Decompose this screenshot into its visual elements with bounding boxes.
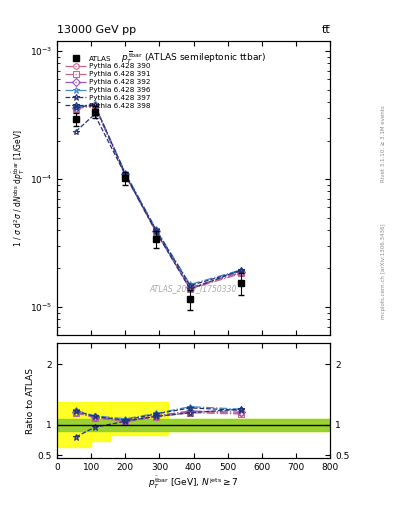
Text: 13000 GeV pp: 13000 GeV pp	[57, 25, 136, 35]
X-axis label: $p^{\rm \bar{t}bar}_T$ [GeV], $N^{\rm jets} \geq 7$: $p^{\rm \bar{t}bar}_T$ [GeV], $N^{\rm je…	[148, 475, 239, 491]
Y-axis label: 1 / $\sigma$ d$^2\sigma$ / d$N^{\rm obs}$ d$p^{\rm \bar{t}bar}_T$ [1/GeV]: 1 / $\sigma$ d$^2\sigma$ / d$N^{\rm obs}…	[11, 129, 27, 247]
Text: ATLAS_2019_I1750330: ATLAS_2019_I1750330	[150, 284, 237, 293]
Y-axis label: Ratio to ATLAS: Ratio to ATLAS	[26, 368, 35, 434]
Text: Rivet 3.1.10, ≥ 3.1M events: Rivet 3.1.10, ≥ 3.1M events	[381, 105, 386, 182]
Text: $p_T^{\,\rm\overline{t}bar}$ (ATLAS semileptonic ttbar): $p_T^{\,\rm\overline{t}bar}$ (ATLAS semi…	[121, 50, 266, 66]
Text: mcplots.cern.ch [arXiv:1306.3436]: mcplots.cern.ch [arXiv:1306.3436]	[381, 224, 386, 319]
Text: tt̅: tt̅	[321, 25, 330, 35]
Legend: ATLAS, Pythia 6.428 390, Pythia 6.428 391, Pythia 6.428 392, Pythia 6.428 396, P: ATLAS, Pythia 6.428 390, Pythia 6.428 39…	[63, 53, 152, 111]
